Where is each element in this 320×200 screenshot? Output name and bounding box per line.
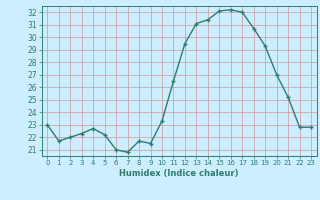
X-axis label: Humidex (Indice chaleur): Humidex (Indice chaleur) — [119, 169, 239, 178]
